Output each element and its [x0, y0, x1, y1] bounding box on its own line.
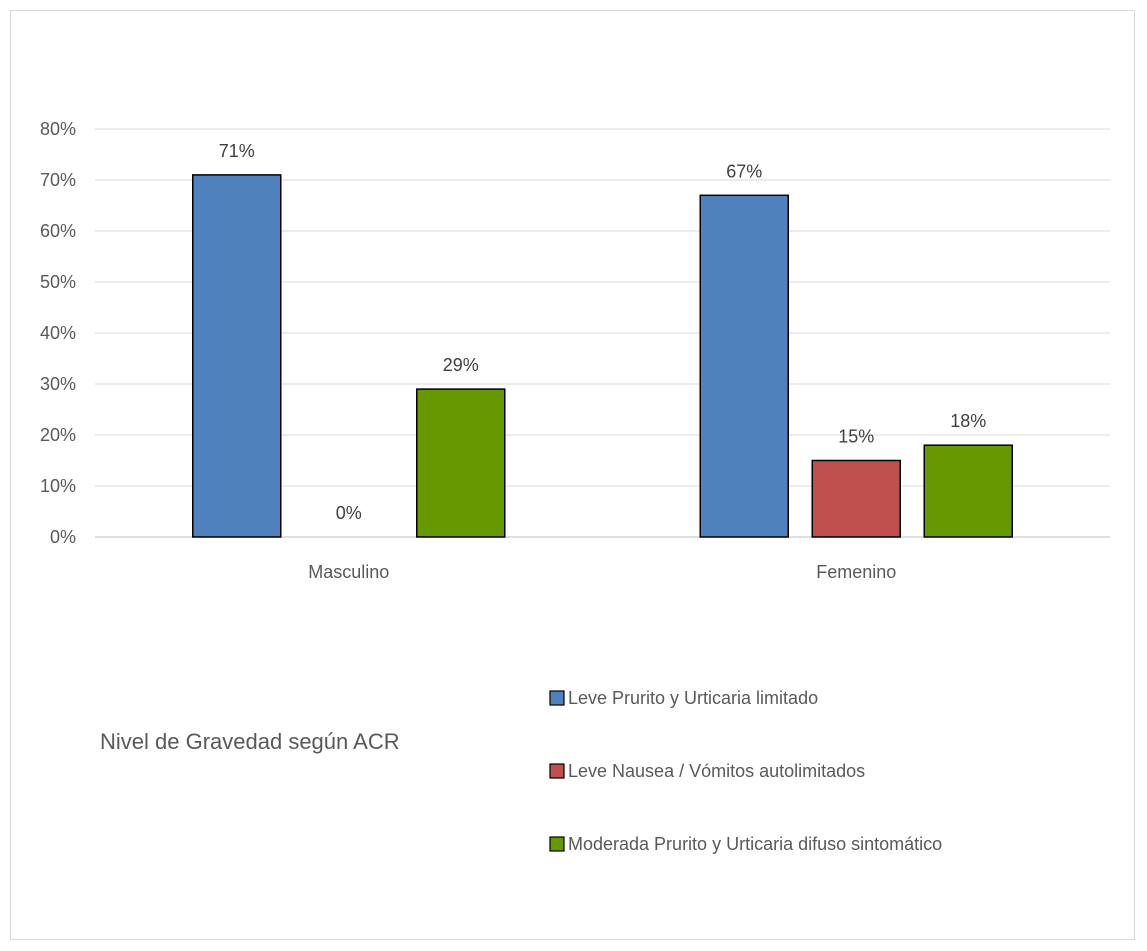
category-label: Masculino — [308, 562, 389, 582]
legend-swatch — [549, 836, 565, 852]
bar — [699, 194, 789, 538]
category-label: Femenino — [816, 562, 896, 582]
legend-label: Leve Nausea / Vómitos autolimitados — [568, 761, 865, 781]
data-label: 18% — [950, 411, 986, 431]
y-tick-label: 20% — [40, 425, 76, 445]
y-tick-label: 50% — [40, 272, 76, 292]
legend: Nivel de Gravedad según ACR Leve Prurito … — [100, 688, 942, 854]
legend-label: Moderada Prurito y Urticaria difuso sint… — [568, 834, 942, 854]
bar — [416, 388, 506, 538]
bar — [811, 459, 901, 538]
data-label: 71% — [219, 141, 255, 161]
y-tick-label: 40% — [40, 323, 76, 343]
bar — [192, 174, 282, 538]
y-tick-label: 30% — [40, 374, 76, 394]
y-tick-label: 80% — [40, 119, 76, 139]
bars — [192, 174, 1013, 538]
data-labels: 71% 0% 29% 67% 15% 18% — [219, 141, 987, 523]
data-label: 29% — [443, 355, 479, 375]
y-tick-label: 60% — [40, 221, 76, 241]
data-label: 67% — [726, 161, 762, 181]
y-tick-label: 10% — [40, 476, 76, 496]
data-label: 0% — [336, 503, 362, 523]
legend-title: Nivel de Gravedad según ACR — [100, 729, 400, 754]
legend-swatch — [549, 690, 565, 706]
bar — [923, 444, 1013, 538]
legend-swatch — [549, 763, 565, 779]
x-axis-categories: Masculino Femenino — [308, 562, 896, 582]
data-label: 15% — [838, 427, 874, 447]
y-tick-label: 70% — [40, 170, 76, 190]
y-axis-ticks: 0% 10% 20% 30% 40% 50% 60% 70% 80% — [40, 119, 76, 547]
legend-label: Leve Prurito y Urticaria limitado — [568, 688, 818, 708]
y-tick-label: 0% — [50, 527, 76, 547]
